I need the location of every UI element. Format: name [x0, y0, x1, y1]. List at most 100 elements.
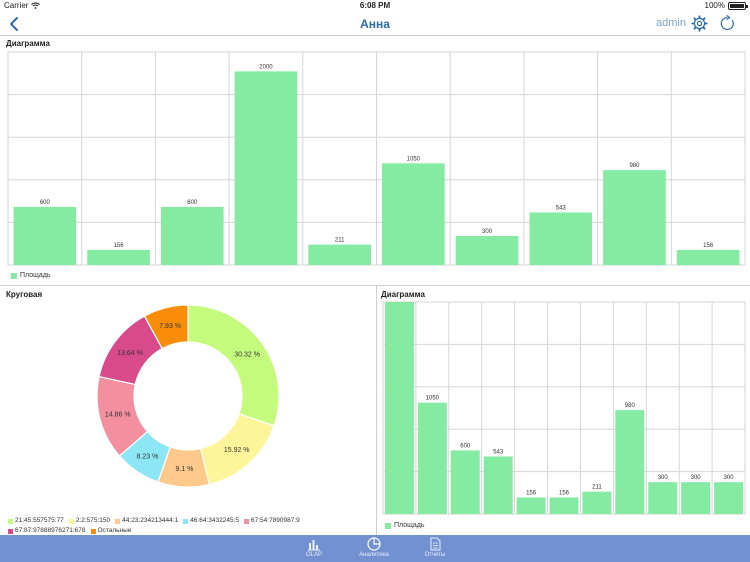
bar [13, 206, 77, 265]
back-icon[interactable] [6, 15, 24, 33]
pie-legend-item: 2:2:575:150 [68, 517, 110, 526]
pie-legend-label: 67:54:7890987:9 [251, 517, 300, 524]
bar-value-label: 600 [187, 200, 198, 206]
donut-chart: 30.32 % 15.92 % 9.1 % 8.23 % 14.86 % 13.64 % 7… [96, 304, 280, 488]
bar [417, 402, 447, 514]
chart-grid [382, 301, 746, 515]
tab-analytics-label: Аналитика [359, 552, 389, 558]
bar [516, 497, 546, 514]
document-icon [430, 537, 441, 551]
gear-icon[interactable] [691, 15, 708, 32]
pie-legend-label: Остальные [97, 527, 132, 535]
panel-divider-horizontal [0, 285, 750, 286]
bar-value-label: 1050 [407, 156, 421, 162]
pie-slice-label: 7.93 % [159, 323, 181, 330]
legend-swatch [244, 518, 249, 524]
battery-percent: 100% [704, 1, 725, 10]
pie-legend: 21:45:557575:77 2:2:575:150 44:23:23421344… [8, 517, 374, 538]
bar-value-label: 980 [629, 163, 640, 169]
status-right: 100% [704, 1, 748, 10]
pie-legend-label: 67:87:97888976271:678 [15, 527, 86, 535]
legend-swatch [68, 518, 74, 524]
pie-slice-label: 9.1 % [175, 466, 193, 473]
legend-swatch [8, 518, 13, 524]
bar-value-label: 2000 [259, 64, 273, 70]
right-bar-chart: 2000 1050 600 543 156 156 211 980 300 300 300 [382, 300, 746, 515]
top-legend-label: Площадь [20, 272, 51, 279]
pie-slice [187, 304, 280, 427]
tab-olap[interactable]: OLAP [284, 535, 344, 562]
bar-value-label: 300 [691, 475, 702, 481]
top-chart-legend: Площадь [11, 272, 50, 279]
bar [529, 212, 593, 265]
bar [455, 235, 519, 265]
bar [582, 491, 612, 514]
pie-slice [143, 304, 189, 350]
status-bar: Carrier 6:08 PM 100% [0, 0, 750, 12]
pie-chart-icon [367, 537, 381, 551]
carrier-label: Carrier [4, 1, 29, 10]
bar [382, 163, 445, 265]
wifi-icon [31, 2, 41, 9]
bar [384, 302, 414, 514]
bar-chart-icon [308, 540, 320, 551]
battery-icon [728, 1, 748, 10]
bar [234, 71, 298, 265]
bar [450, 450, 480, 514]
legend-swatch [11, 272, 17, 279]
bar [676, 249, 740, 265]
pie-legend-label: 46:64:3432245:5 [190, 517, 239, 524]
navigation-bar: Анна admin [0, 12, 750, 36]
bar [714, 482, 744, 514]
pie-slice-label: 13.64 % [117, 350, 143, 357]
pie-legend-item: Остальные [90, 527, 132, 536]
pie-legend-label: 44:23:234213444:1 [122, 517, 179, 524]
pie-slice-label: 30.32 % [234, 351, 260, 358]
pie-slice-label: 15.92 % [224, 447, 250, 454]
pie-legend-item: 21:45:557575:77 [8, 517, 64, 526]
tab-reports-label: Отчеты [424, 552, 446, 558]
tab-olap-label: OLAP [305, 552, 322, 558]
bar [681, 482, 711, 514]
tab-reports[interactable]: Отчеты [405, 535, 465, 562]
page-title: Анна [360, 17, 390, 31]
bar [483, 456, 513, 514]
legend-swatch [115, 518, 121, 524]
top-chart-title: Диаграмма [6, 39, 50, 48]
bar [615, 410, 645, 514]
status-left: Carrier [4, 1, 41, 10]
top-bar-chart: 600 156 600 2000 211 1050 300 543 980 156 [7, 51, 746, 266]
legend-swatch [90, 529, 96, 534]
legend-swatch [8, 529, 13, 534]
bar-value-label: 300 [482, 229, 493, 235]
pie-slice-label: 14.86 % [105, 412, 131, 419]
clock: 6:08 PM [359, 1, 391, 10]
bar-value-label: 211 [592, 485, 602, 491]
bar-value-label: 600 [40, 200, 51, 206]
bar [549, 497, 579, 514]
bar-value-label: 980 [625, 403, 636, 409]
pie-chart-title: Круговая [6, 290, 43, 299]
pie-legend-label: 21:45:557575:77 [15, 517, 64, 524]
bar-value-label: 211 [335, 238, 345, 244]
pie-legend-item: 46:64:3432245:5 [183, 517, 239, 526]
tab-analytics[interactable]: Аналитика [344, 535, 404, 562]
bar-value-label: 300 [658, 475, 669, 481]
bar [603, 170, 666, 265]
bar-value-label: 543 [556, 205, 567, 211]
right-chart-legend: Площадь [385, 522, 424, 529]
bar-value-label: 156 [526, 490, 537, 496]
user-label[interactable]: admin [656, 17, 686, 29]
legend-swatch [385, 522, 391, 529]
pie-legend-item: 44:23:234213444:1 [115, 517, 178, 526]
bar-value-label: 600 [460, 443, 471, 449]
refresh-icon[interactable] [719, 15, 736, 32]
bar-value-label: 300 [724, 475, 735, 481]
pie-slice-label: 8.23 % [137, 454, 159, 461]
right-chart-title: Диаграмма [381, 290, 425, 299]
bar-value-label: 156 [114, 243, 125, 249]
pie-legend-item: 67:54:7890987:9 [244, 517, 300, 526]
bar-value-label: 543 [493, 449, 504, 455]
tab-bar: OLAP Аналитика Отчеты [0, 535, 750, 562]
